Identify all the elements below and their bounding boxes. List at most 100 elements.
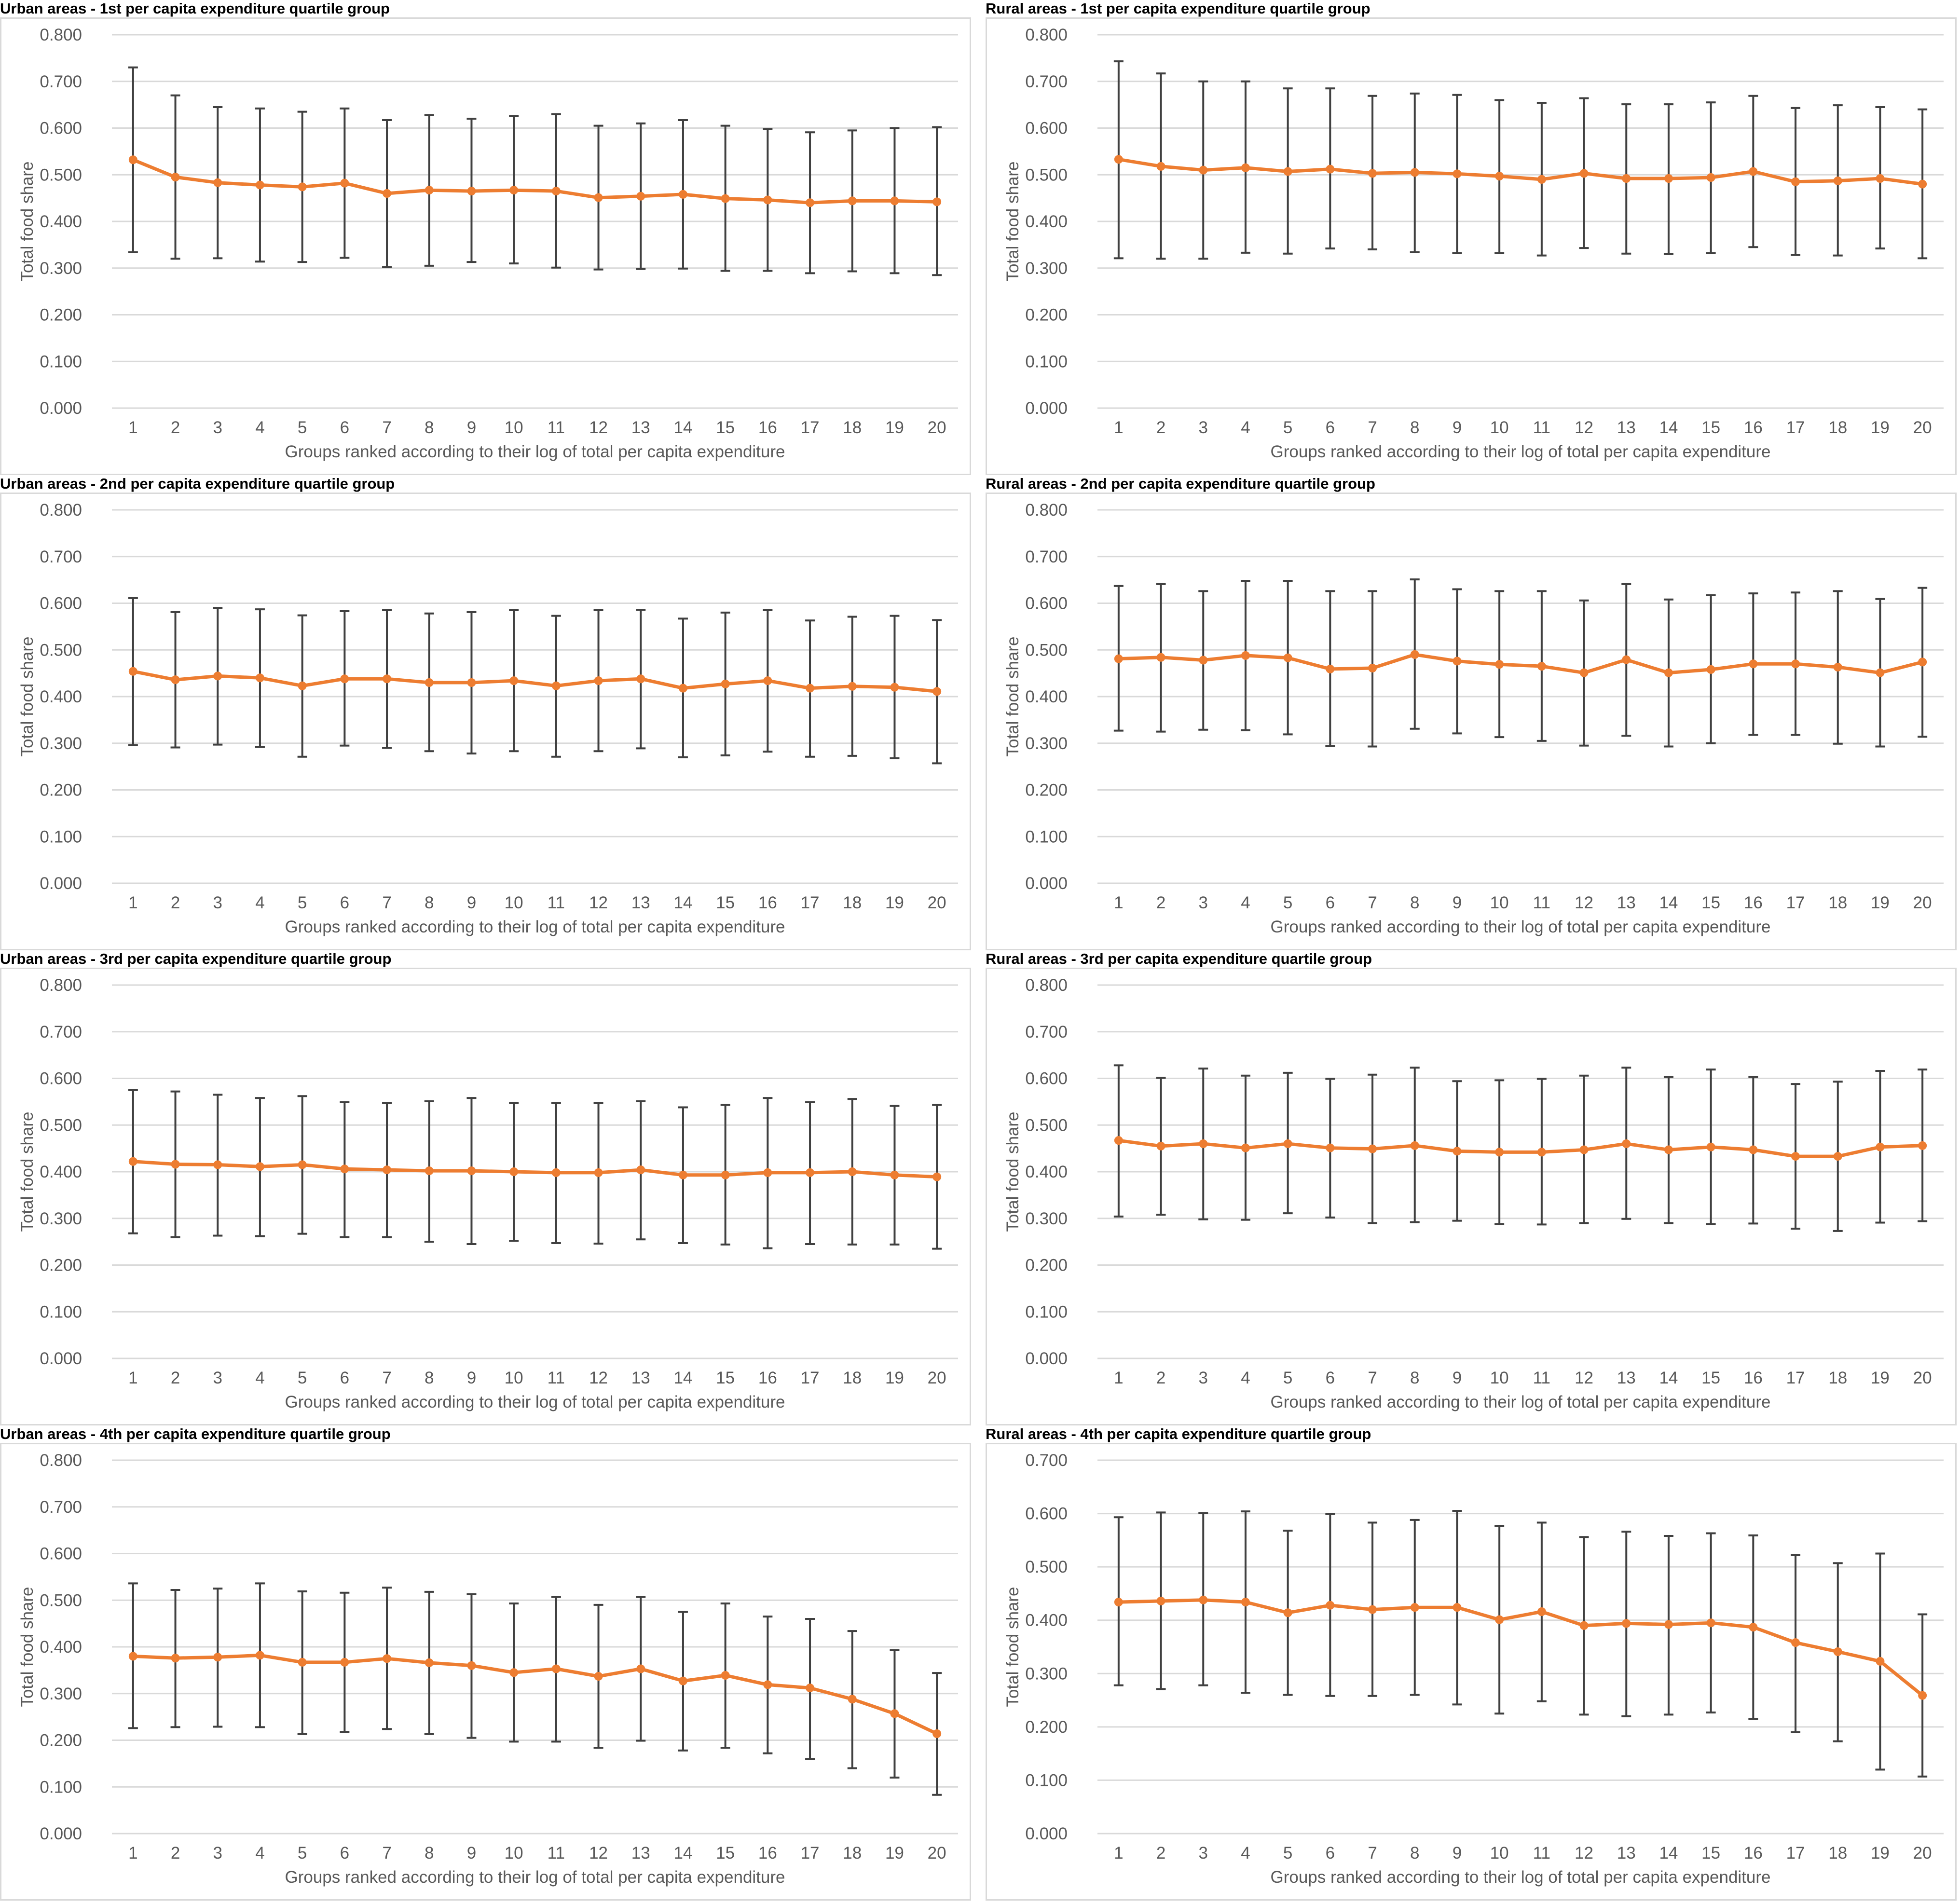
- x-tick-label: 8: [425, 1369, 434, 1387]
- x-tick-label: 11: [548, 418, 565, 437]
- y-tick-label: 0.800: [1025, 976, 1068, 995]
- y-tick-label: 0.000: [40, 399, 82, 418]
- data-point: [383, 1165, 392, 1175]
- data-point: [636, 1165, 645, 1175]
- data-point: [1114, 155, 1123, 164]
- y-tick-label: 0.200: [1025, 1256, 1068, 1275]
- data-point: [255, 673, 264, 683]
- data-point: [1749, 167, 1758, 176]
- data-point: [932, 687, 942, 696]
- x-tick-label: 18: [843, 1369, 862, 1387]
- data-point: [1410, 1603, 1419, 1612]
- series-line: [1117, 1598, 1924, 1698]
- y-tick-label: 0.700: [40, 548, 82, 566]
- y-tick-label: 0.400: [40, 1638, 82, 1657]
- y-axis-label: Total food share: [18, 636, 37, 756]
- data-point: [932, 1729, 942, 1738]
- data-point: [551, 1168, 561, 1177]
- chart-title: Rural areas - 3rd per capita expenditure…: [986, 950, 1372, 967]
- y-axis-label: Total food share: [1003, 1587, 1022, 1707]
- y-tick-label: 0.300: [1025, 734, 1068, 753]
- data-point: [1579, 1621, 1589, 1630]
- x-tick-label: 9: [1453, 1369, 1462, 1387]
- x-tick-label: 8: [425, 418, 434, 437]
- chart-svg: 0.000 0.100 0.200 0.300 0.400 0.500 0.600 0.700…: [18, 976, 958, 1411]
- data-point: [1199, 656, 1208, 665]
- x-tick-label: 19: [885, 1844, 904, 1863]
- y-tick-label: 0.100: [1025, 827, 1068, 846]
- chart-title: Rural areas - 4th per capita expenditure…: [986, 1425, 1371, 1442]
- x-tick-label: 14: [1659, 418, 1678, 437]
- data-point: [1495, 1615, 1504, 1624]
- x-tick-label: 11: [1533, 1369, 1550, 1387]
- y-tick-label: 0.300: [1025, 259, 1068, 278]
- x-tick-label: 7: [382, 893, 391, 912]
- data-point: [1368, 1605, 1377, 1614]
- data-point: [1833, 176, 1842, 185]
- y-tick-label: 0.800: [1025, 26, 1068, 44]
- x-tick-label: 4: [1241, 1369, 1250, 1387]
- y-tick-label: 0.000: [40, 1824, 82, 1843]
- data-point: [932, 197, 942, 206]
- x-tick-label: 1: [128, 1369, 137, 1387]
- x-tick-label: 13: [631, 418, 650, 437]
- x-tick-label: 6: [1326, 893, 1335, 912]
- data-point: [1368, 663, 1377, 672]
- data-point: [1283, 653, 1292, 662]
- data-point: [806, 1684, 815, 1693]
- y-axis-label: Total food share: [1003, 161, 1022, 281]
- y-tick-label: 0.400: [40, 212, 82, 231]
- x-tick-label: 5: [298, 893, 307, 912]
- x-tick-label: 2: [171, 1369, 180, 1387]
- x-tick-label: 3: [1199, 418, 1208, 437]
- x-tick-label: 5: [298, 1369, 307, 1387]
- y-tick-label: 0.200: [40, 306, 82, 325]
- x-tick-label: 11: [548, 1369, 565, 1387]
- data-point: [1791, 659, 1800, 669]
- x-tick-label: 20: [1913, 1844, 1932, 1863]
- y-tick-label: 0.600: [40, 1545, 82, 1563]
- data-point: [1326, 164, 1335, 174]
- data-point: [1114, 1598, 1123, 1607]
- x-tick-label: 20: [1913, 893, 1932, 912]
- data-point: [551, 1664, 561, 1673]
- x-tick-label: 10: [1490, 1844, 1509, 1863]
- y-tick-label: 0.500: [40, 1591, 82, 1610]
- x-tick-label: 6: [340, 893, 349, 912]
- x-tick-label: 5: [1283, 1844, 1292, 1863]
- y-tick-label: 0.400: [1025, 1163, 1068, 1181]
- data-point: [1114, 1136, 1123, 1145]
- data-point: [171, 1654, 180, 1663]
- x-axis-label: Groups ranked according to their log of …: [285, 1868, 785, 1887]
- x-tick-label: 20: [928, 1369, 946, 1387]
- x-tick-label: 12: [589, 418, 608, 437]
- data-point: [1579, 668, 1589, 677]
- x-tick-label: 2: [171, 418, 180, 437]
- x-tick-label: 12: [1575, 893, 1593, 912]
- data-point: [721, 194, 730, 203]
- x-tick-label: 4: [255, 418, 264, 437]
- x-tick-label: 7: [1368, 1369, 1377, 1387]
- y-tick-label: 0.700: [1025, 548, 1068, 566]
- data-point: [678, 684, 687, 693]
- x-tick-label: 6: [1326, 1369, 1335, 1387]
- y-tick-label: 0.500: [1025, 1558, 1068, 1576]
- x-tick-label: 14: [673, 893, 692, 912]
- data-point: [383, 1654, 392, 1663]
- x-tick-label: 4: [255, 1844, 264, 1863]
- data-point: [467, 678, 476, 687]
- data-point: [594, 676, 603, 685]
- data-point: [890, 1709, 899, 1718]
- data-point: [298, 1160, 307, 1169]
- x-tick-label: 12: [1575, 1844, 1593, 1863]
- data-point: [1706, 1618, 1715, 1628]
- data-point: [1537, 1148, 1546, 1157]
- y-tick-label: 0.300: [40, 734, 82, 753]
- data-point: [509, 1167, 519, 1176]
- x-tick-label: 11: [1533, 1844, 1550, 1863]
- chart-panel: Rural areas - 2nd per capita expenditure…: [986, 475, 1957, 950]
- x-tick-label: 3: [1199, 1844, 1208, 1863]
- x-tick-label: 16: [1744, 1844, 1763, 1863]
- data-point: [678, 1676, 687, 1685]
- x-tick-label: 13: [631, 1844, 650, 1863]
